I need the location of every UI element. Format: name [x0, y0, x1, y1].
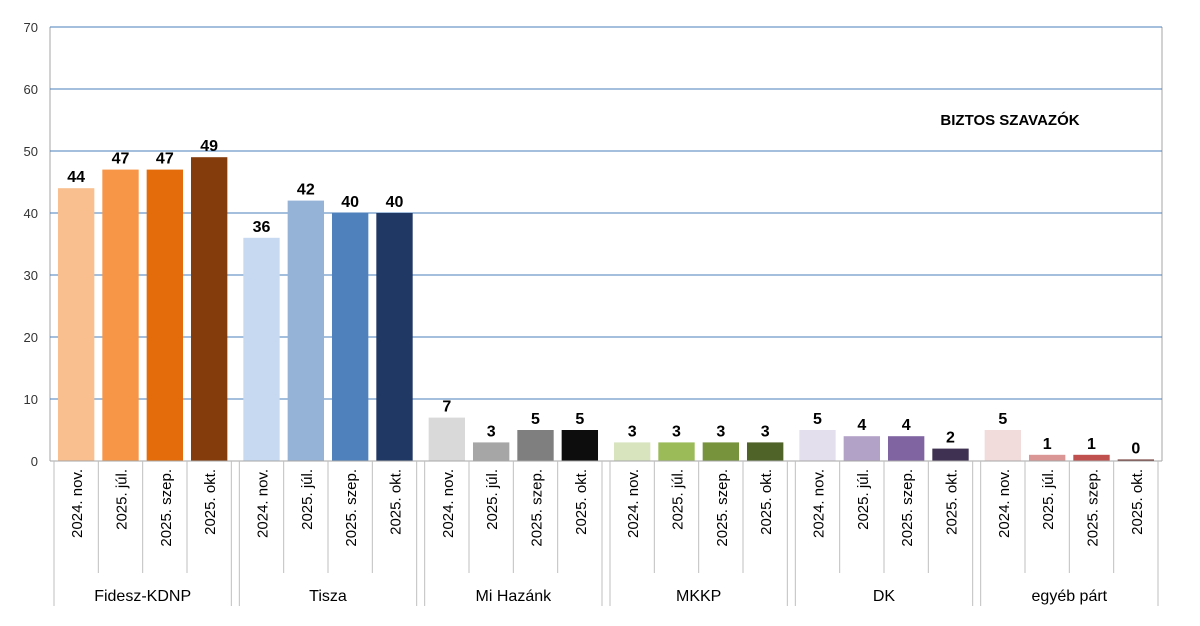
bar [1073, 454, 1110, 461]
x-axis: 2024. nov. 2025. júl. 2025. szep. 2025. okt… [50, 460, 1162, 606]
grid-lines [49, 26, 1163, 461]
bar [102, 169, 139, 461]
data-label: 47 [112, 151, 130, 168]
data-label: 42 [297, 182, 315, 199]
group-label: MKKP [676, 588, 721, 605]
data-label: 7 [442, 399, 451, 416]
data-label: 44 [67, 169, 85, 186]
y-tick-label: 10 [24, 392, 38, 407]
group-label: DK [873, 588, 896, 605]
y-tick-label: 40 [24, 206, 38, 221]
data-label: 5 [998, 411, 1007, 428]
x-tick-label: 2025. okt. [388, 469, 405, 535]
bar [984, 430, 1022, 461]
x-tick-label: 2025. júl. [299, 469, 316, 530]
x-tick-label: 2024. nov. [255, 469, 272, 538]
data-label: 4 [857, 417, 866, 434]
data-label: 40 [386, 194, 404, 211]
data-label: 5 [813, 411, 822, 428]
data-label: 3 [761, 423, 770, 440]
bar [799, 430, 836, 461]
bar [658, 442, 695, 461]
data-label: 5 [531, 411, 540, 428]
chart-title: BIZTOS SZAVAZÓK [940, 111, 1079, 129]
bar [287, 200, 325, 461]
y-tick-label: 0 [31, 454, 38, 469]
bar [702, 442, 740, 461]
x-tick-label: 2025. szep. [714, 469, 731, 547]
x-tick-label: 2025. okt. [944, 469, 961, 535]
y-tick-label: 50 [24, 144, 38, 159]
bar [1117, 459, 1155, 461]
group-label: Fidesz-KDNP [94, 588, 191, 605]
data-label: 3 [672, 423, 681, 440]
group-label: egyéb párt [1032, 588, 1108, 605]
bar [517, 430, 554, 461]
data-label: 5 [575, 411, 584, 428]
bar [376, 213, 413, 461]
bar [331, 213, 369, 461]
bar [932, 448, 969, 461]
x-tick-label: 2025. okt. [573, 469, 590, 535]
y-tick-label: 20 [24, 330, 38, 345]
bar [1028, 454, 1066, 461]
x-tick-label: 2025. júl. [1040, 469, 1057, 530]
data-label: 3 [628, 423, 637, 440]
bar [843, 436, 881, 461]
data-label: 3 [716, 423, 725, 440]
data-label: 47 [156, 151, 174, 168]
x-tick-label: 2025. okt. [1129, 469, 1146, 535]
x-tick-label: 2025. júl. [114, 469, 131, 530]
bar [146, 169, 184, 461]
x-tick-label: 2024. nov. [440, 469, 457, 538]
x-tick-label: 2024. nov. [811, 469, 828, 538]
data-label: 1 [1043, 436, 1052, 453]
x-tick-label: 2025. szep. [1085, 469, 1102, 547]
group-label: Tisza [309, 588, 347, 605]
data-label: 2 [946, 430, 955, 447]
x-tick-label: 2025. szep. [529, 469, 546, 547]
data-label: 49 [200, 138, 218, 155]
x-tick-label: 2025. szep. [158, 469, 175, 547]
y-tick-label: 70 [24, 20, 38, 35]
x-tick-label: 2024. nov. [625, 469, 642, 538]
bar [243, 237, 280, 461]
data-label: 4 [902, 417, 911, 434]
y-tick-label: 60 [24, 82, 38, 97]
bar [57, 188, 95, 461]
x-tick-label: 2025. szep. [343, 469, 360, 547]
bar [613, 442, 651, 461]
data-label: 1 [1087, 436, 1096, 453]
x-tick-label: 2025. júl. [670, 469, 687, 530]
group-label: Mi Hazánk [476, 588, 553, 605]
bar [561, 430, 599, 461]
x-tick-label: 2025. júl. [855, 469, 872, 530]
x-tick-label: 2024. nov. [69, 469, 86, 538]
y-tick-label: 30 [24, 268, 38, 283]
data-label: 36 [253, 219, 271, 236]
x-tick-label: 2025. okt. [758, 469, 775, 535]
data-label: 0 [1131, 441, 1140, 458]
x-tick-label: 2025. szep. [899, 469, 916, 547]
bar [746, 442, 784, 461]
bar [428, 417, 466, 461]
bar [190, 157, 228, 461]
x-tick-label: 2024. nov. [996, 469, 1013, 538]
data-label: 3 [487, 423, 496, 440]
y-axis: 0 10 20 30 40 50 60 70 [24, 20, 38, 469]
data-label: 40 [341, 194, 359, 211]
bar [887, 436, 925, 461]
bar [472, 442, 510, 461]
x-tick-label: 2025. okt. [202, 469, 219, 535]
x-tick-label: 2025. júl. [484, 469, 501, 530]
